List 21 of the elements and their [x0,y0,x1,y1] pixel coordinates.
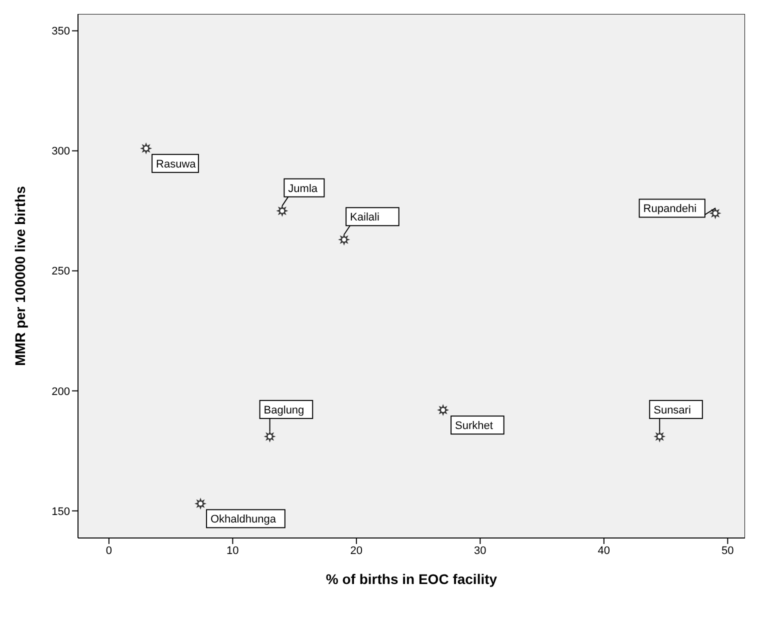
annotation: Baglung [264,404,304,416]
y-tick-label: 350 [52,26,70,38]
x-tick-label: 20 [350,544,363,557]
x-tick-label: 40 [598,544,610,557]
y-tick-label: 300 [52,146,70,158]
x-tick-label: 30 [474,544,486,557]
y-tick-label: 150 [52,506,70,518]
y-tick-label: 250 [52,266,70,278]
annotation: Okhaldhunga [210,514,277,526]
annotation: Rasuwa [156,158,197,170]
y-tick-label: 200 [52,386,70,398]
annotation: Surkhet [455,420,493,432]
x-tick-label: 50 [722,544,734,557]
x-axis-title: % of births in EOC facility [326,571,498,587]
x-tick-label: 10 [226,544,239,557]
y-axis-title: MMR per 100000 live births [12,186,28,366]
annotation: Rupandehi [643,203,697,216]
annotation: Kailali [350,212,380,224]
x-tick-label: 0 [106,544,112,557]
annotation: Jumla [288,182,318,195]
annotation: Sunsari [654,404,691,416]
